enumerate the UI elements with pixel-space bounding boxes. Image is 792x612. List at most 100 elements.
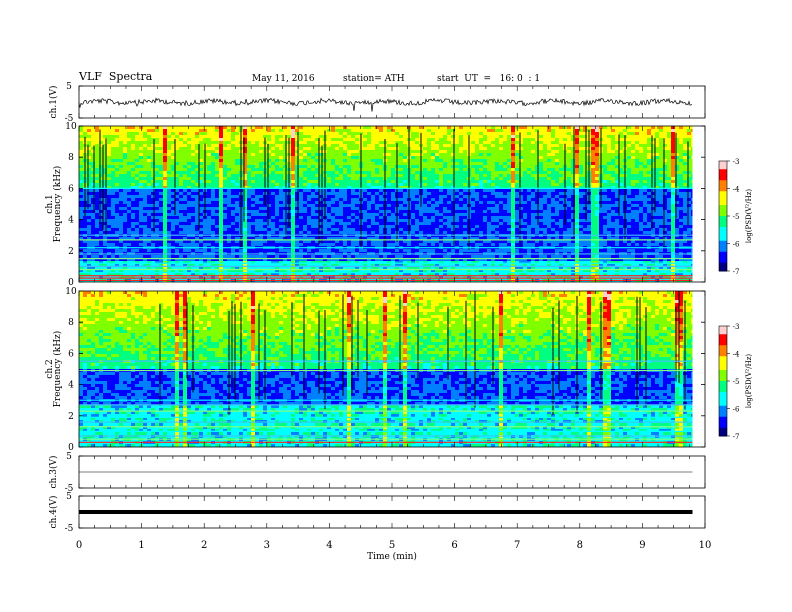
spectrogram-cell: [255, 270, 259, 273]
spectrogram-cell: [191, 219, 195, 222]
spectrogram-cell: [163, 168, 167, 171]
spectrogram-cell: [127, 132, 131, 135]
spectrogram-cell: [439, 162, 443, 165]
spectrogram-cell: [251, 207, 255, 210]
spectrogram-cell: [251, 126, 255, 129]
spectrogram-cell: [403, 264, 407, 267]
spectrogram-cell: [435, 195, 439, 198]
spectrogram-cell: [203, 243, 207, 246]
spectrogram-cell: [355, 138, 359, 141]
spectrogram-cell: [199, 201, 203, 204]
spectrogram-cell: [123, 168, 127, 171]
spectrogram-cell: [135, 243, 139, 246]
spectrogram-cell: [299, 201, 303, 204]
spectrogram-cell: [187, 237, 191, 240]
spectrogram-cell: [131, 264, 135, 267]
spectrogram-cell: [263, 240, 267, 243]
spectrogram-cell: [375, 171, 379, 174]
spectrogram-cell: [371, 237, 375, 240]
spectrogram-cell: [143, 216, 147, 219]
spectrogram-cell: [299, 261, 303, 264]
spectrogram-cell: [371, 231, 375, 234]
spectrogram-cell: [123, 201, 127, 204]
spectrogram-cell: [83, 222, 87, 225]
spectrogram-cell: [167, 264, 171, 267]
spectrogram-cell: [251, 135, 255, 138]
spectrogram-cell: [423, 237, 427, 240]
spectrogram-cell: [107, 273, 111, 276]
spectrogram-cell: [371, 213, 375, 216]
spectrogram-cell: [283, 165, 287, 168]
spectrogram-cell: [447, 219, 451, 222]
spectrogram-cell: [299, 144, 303, 147]
spectrogram-cell: [443, 153, 447, 156]
spectrogram-cell: [83, 264, 87, 267]
spectrogram-cell: [451, 159, 455, 162]
spectrogram-cell: [339, 177, 343, 180]
spectrogram-cell: [171, 261, 175, 264]
spectrogram-cell: [331, 195, 335, 198]
spectrogram-cell: [179, 165, 183, 168]
spectrogram-cell: [263, 264, 267, 267]
spectrogram-cell: [347, 129, 351, 132]
spectrogram-cell: [87, 201, 91, 204]
spectrogram-cell: [99, 150, 103, 153]
spectrogram-cell: [231, 264, 235, 267]
spectrogram-cell: [151, 210, 155, 213]
spectrogram-cell: [147, 270, 151, 273]
spectrogram-cell: [275, 192, 279, 195]
spectrogram-cell: [339, 204, 343, 207]
spectrogram-cell: [339, 186, 343, 189]
spectrogram-cell: [191, 204, 195, 207]
spectrogram-cell: [135, 171, 139, 174]
spectrogram-cell: [211, 270, 215, 273]
spectrogram-cell: [323, 222, 327, 225]
spectrogram-cell: [315, 204, 319, 207]
spectrogram-cell: [191, 159, 195, 162]
spectrogram-cell: [451, 132, 455, 135]
spectrogram-cell: [415, 186, 419, 189]
spectrogram-cell: [311, 198, 315, 201]
spectrogram-cell: [95, 177, 99, 180]
spectrogram-cell: [143, 147, 147, 150]
spectrogram-cell: [235, 201, 239, 204]
spectrogram-cell: [451, 228, 455, 231]
spectrogram-cell: [175, 264, 179, 267]
spectrogram-cell: [443, 273, 447, 276]
spectrogram-cell: [343, 243, 347, 246]
spectrogram-cell: [127, 216, 131, 219]
spectrogram-cell: [331, 207, 335, 210]
spectrogram-cell: [163, 270, 167, 273]
spectrogram-cell: [175, 231, 179, 234]
spectrogram-cell: [235, 195, 239, 198]
spectrogram-cell: [267, 147, 271, 150]
spectrogram-cell: [99, 180, 103, 183]
spectrogram-cell: [367, 162, 371, 165]
spectrogram-cell: [275, 174, 279, 177]
spectrogram-cell: [447, 243, 451, 246]
spectrogram-cell: [363, 225, 367, 228]
spectrogram-cell: [403, 219, 407, 222]
spectrogram-cell: [243, 156, 247, 159]
spectrogram-cell: [431, 168, 435, 171]
spectrogram-cell: [399, 240, 403, 243]
spectrogram-cell: [191, 201, 195, 204]
spectrogram-cell: [91, 204, 95, 207]
spectrogram-cell: [403, 177, 407, 180]
spectrogram-cell: [355, 198, 359, 201]
spectrogram-cell: [155, 150, 159, 153]
spectrogram-cell: [439, 249, 443, 252]
spectrogram-cell: [219, 192, 223, 195]
spectrogram-cell: [143, 228, 147, 231]
spectrogram-cell: [351, 219, 355, 222]
spectrogram-cell: [307, 153, 311, 156]
spectrogram-cell: [159, 138, 163, 141]
spectrogram-cell: [287, 240, 291, 243]
spectrogram-cell: [239, 264, 243, 267]
spectrogram-cell: [295, 180, 299, 183]
spectrogram-cell: [219, 228, 223, 231]
spectrogram-cell: [223, 240, 227, 243]
spectrogram-cell: [299, 156, 303, 159]
spectrogram-cell: [135, 159, 139, 162]
spectrogram-cell: [151, 249, 155, 252]
